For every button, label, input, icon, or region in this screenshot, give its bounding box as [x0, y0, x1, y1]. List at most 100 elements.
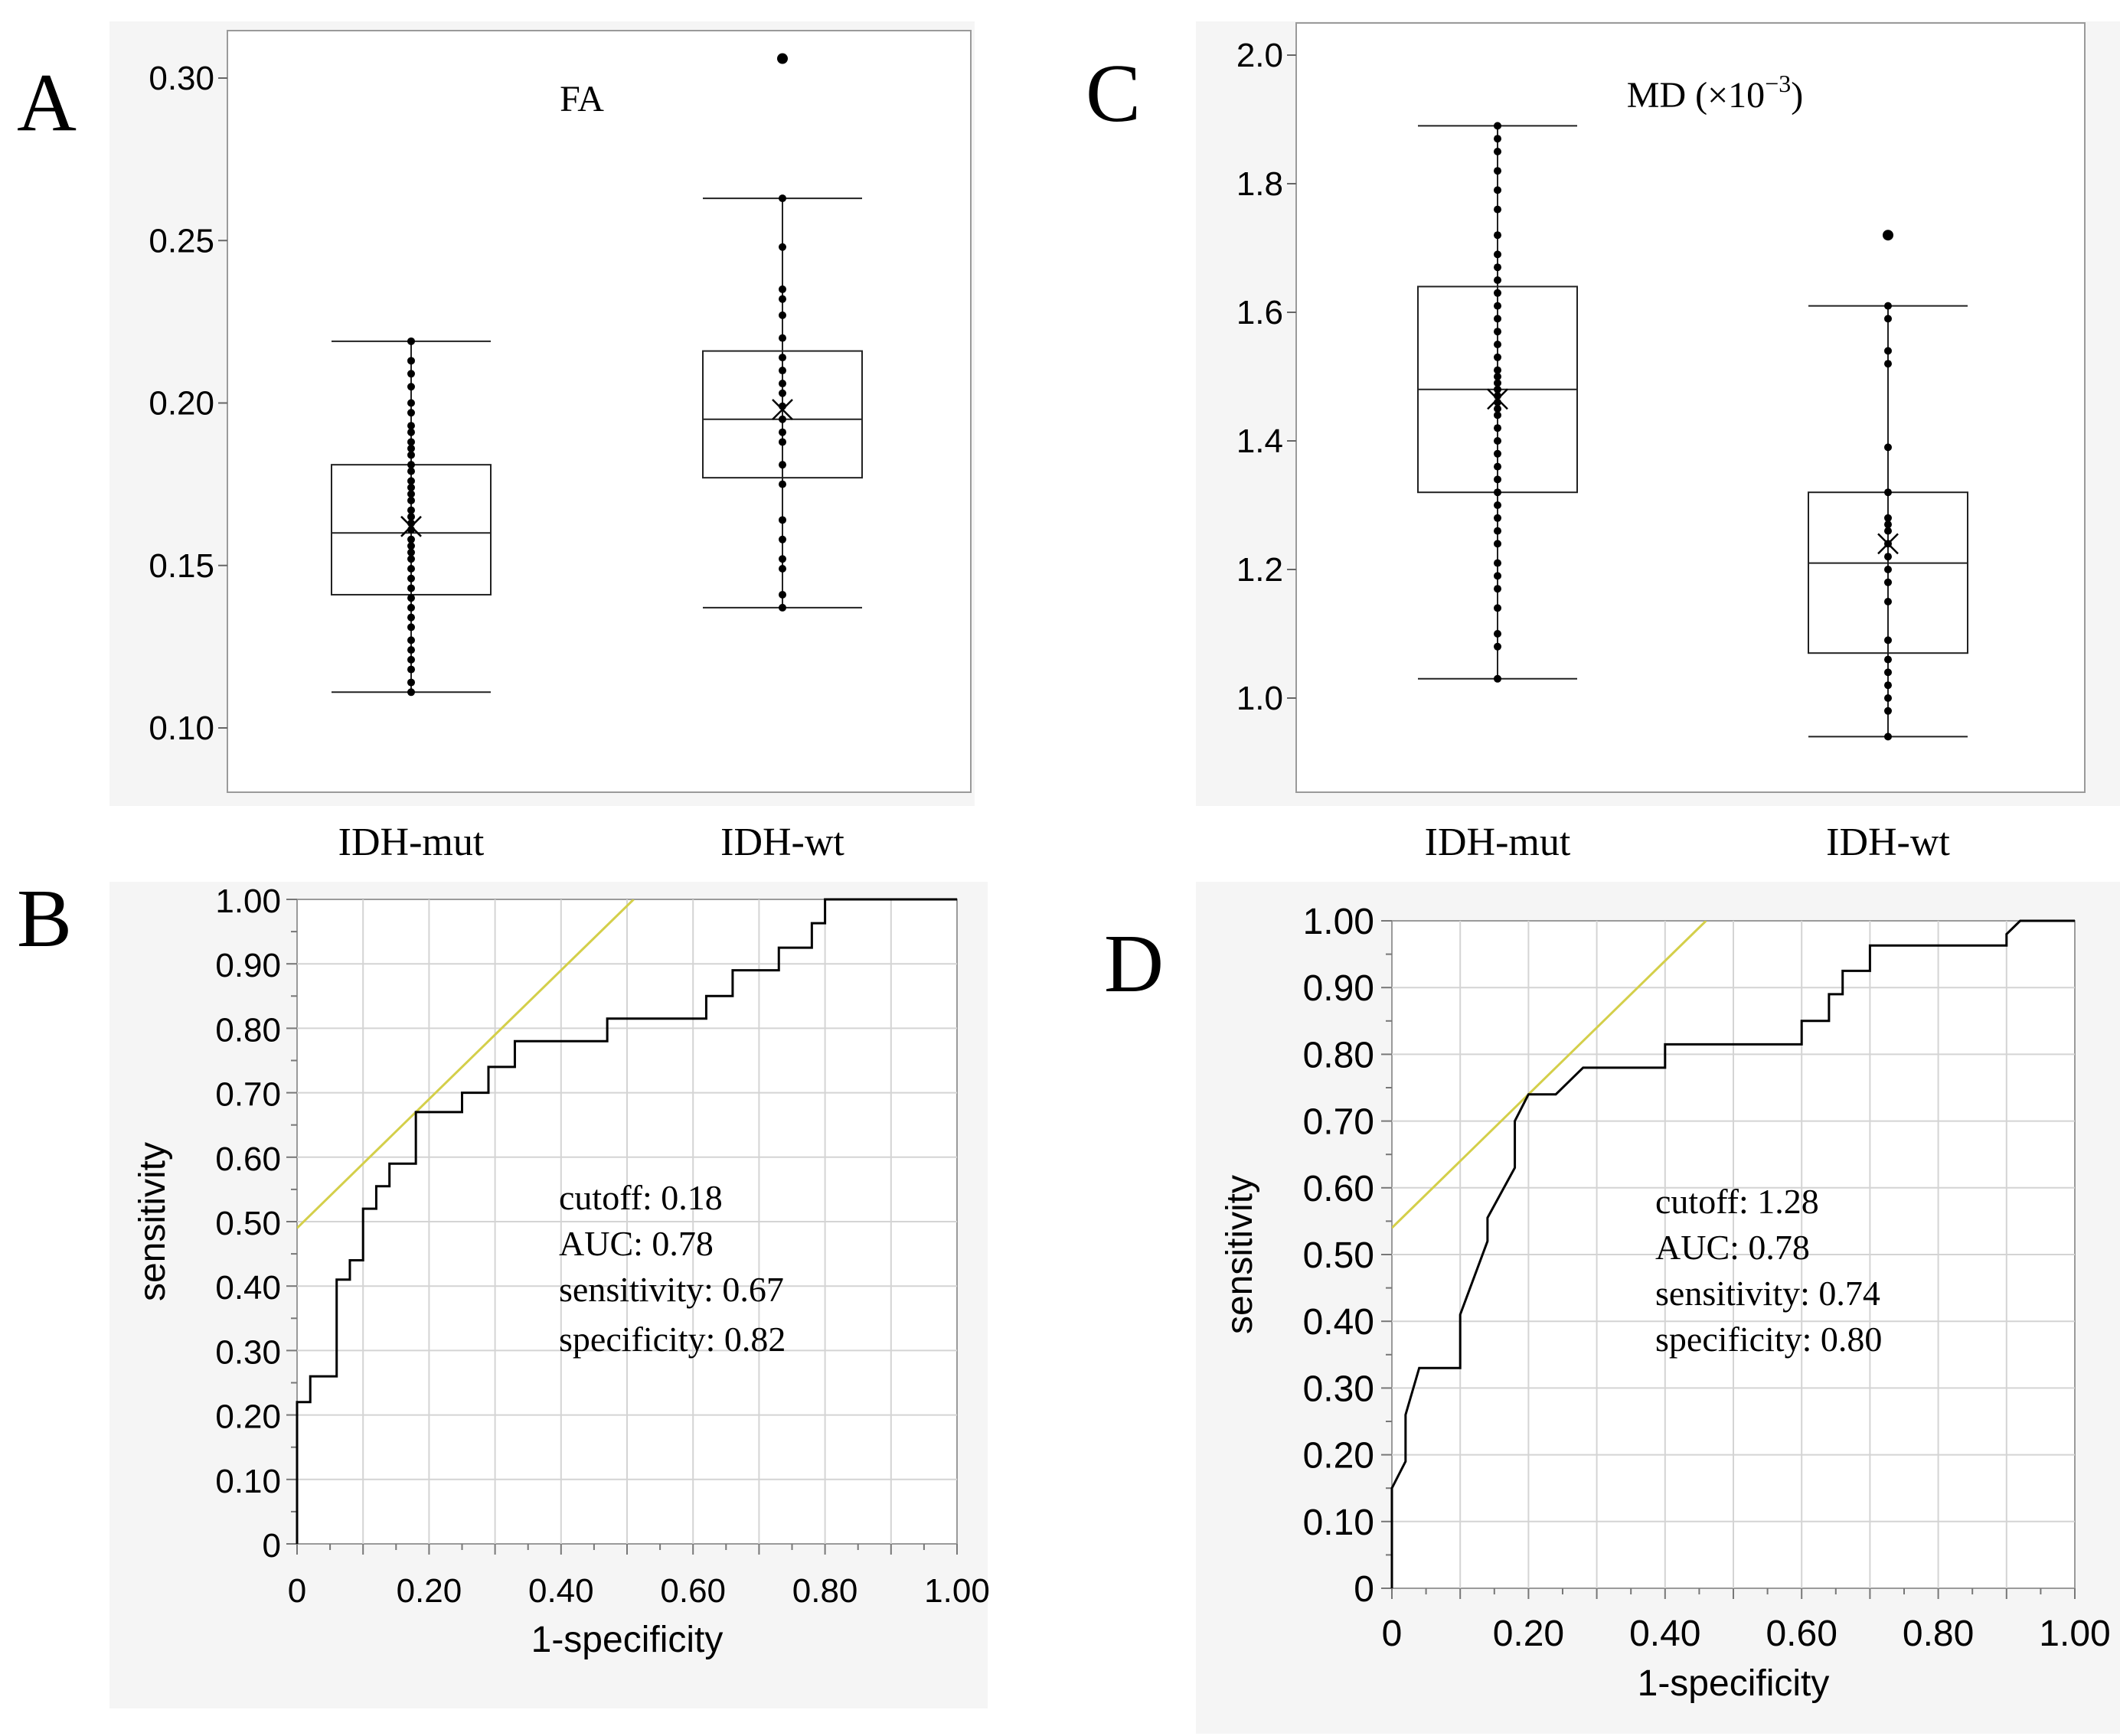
y-tick-label: 2.0: [1236, 37, 1283, 74]
fa-box-plot: 0.10 0.15 0.20 0.25 0.30 FA IDH-mut IDH-wt: [149, 30, 972, 864]
md-roc-curve: 0 0.10 0.20 0.30 0.40 0.50 0.60 0.70 0.80 0.90 1.0…: [1220, 902, 2111, 1704]
mean-marker: [772, 399, 793, 420]
data-point: [407, 623, 415, 631]
y-tick-label: 0.40: [215, 1269, 281, 1307]
data-point: [1884, 315, 1892, 323]
iqr-box: [702, 350, 863, 479]
data-point: [1494, 263, 1501, 272]
data-point: [1494, 353, 1501, 361]
data-point: [1494, 276, 1501, 284]
data-point: [407, 655, 415, 664]
data-point: [407, 438, 415, 446]
data-point: [779, 516, 786, 524]
panel-letter-c: C: [1086, 48, 1141, 139]
y-tick-label: 0.60: [1303, 1169, 1374, 1209]
y-tick-label: 0.40: [1303, 1302, 1374, 1343]
box-idh-mut: [1417, 122, 1578, 683]
data-point: [407, 542, 415, 550]
data-point: [407, 451, 415, 459]
data-point: [1494, 424, 1501, 432]
data-point: [779, 564, 786, 573]
y-tick-label: 0.20: [215, 1398, 281, 1436]
data-point: [1494, 135, 1501, 143]
data-point: [1494, 231, 1501, 240]
data-point: [407, 555, 415, 563]
data-point: [1494, 379, 1501, 387]
data-point: [407, 584, 415, 592]
roc-annotation: sensitivity: 0.67: [559, 1270, 784, 1309]
y-tick-label: 0.70: [1303, 1102, 1374, 1143]
data-point: [1494, 148, 1501, 155]
data-point: [407, 370, 415, 378]
data-point: [407, 383, 415, 391]
data-point: [1884, 553, 1892, 561]
x-tick-label: 0: [1382, 1614, 1403, 1654]
data-point: [407, 636, 415, 644]
data-point: [407, 477, 415, 485]
data-point: [1494, 501, 1501, 509]
data-point: [407, 574, 415, 582]
data-point: [1494, 385, 1501, 393]
data-point: [407, 513, 415, 521]
chart-title: FA: [560, 79, 604, 119]
y-tick-label: 0.90: [1303, 968, 1374, 1009]
data-point: [407, 409, 415, 417]
chart-title: MD (×10−3): [1627, 70, 1803, 116]
data-point: [1494, 462, 1501, 471]
box-idh-wt: [702, 53, 863, 612]
y-axis-title: sensitivity: [132, 1142, 173, 1301]
data-point: [1884, 514, 1892, 522]
category-label: IDH-wt: [720, 821, 844, 864]
y-tick-label: 0: [263, 1527, 281, 1565]
y-tick-label: 1.00: [215, 883, 281, 920]
y-tick-label: 0.15: [149, 547, 214, 585]
data-point: [1494, 488, 1501, 497]
roc-annotation: cutoff: 1.28: [1655, 1182, 1819, 1221]
data-point: [407, 613, 415, 622]
y-tick-label: 0.20: [149, 385, 214, 423]
data-point: [1884, 347, 1892, 355]
data-point: [407, 483, 415, 491]
data-point: [1494, 250, 1501, 259]
data-point: [1494, 674, 1501, 683]
x-tick-label: 0.80: [792, 1572, 858, 1610]
fa-roc-curve: 0 0.10 0.20 0.30 0.40 0.50 0.60 0.70 0.80 0.90 1.0…: [132, 883, 990, 1660]
mean-marker: [400, 515, 422, 537]
chart-title-main: MD (×10: [1627, 75, 1765, 116]
data-point: [1884, 733, 1892, 741]
data-point: [1494, 302, 1501, 310]
data-point: [779, 380, 786, 388]
data-point: [1494, 642, 1501, 651]
data-point: [1884, 566, 1892, 573]
data-point: [1494, 411, 1501, 419]
y-tick-label: 1.0: [1236, 680, 1283, 717]
y-tick-label: 0.10: [149, 710, 214, 747]
data-point: [407, 506, 415, 514]
data-point: [779, 334, 786, 342]
data-point: [1494, 604, 1501, 612]
mean-marker: [1487, 388, 1508, 410]
y-tick-label: 0.80: [215, 1011, 281, 1049]
data-point: [1494, 289, 1501, 297]
y-tick-label: 0.20: [1303, 1436, 1374, 1477]
panel-letter-b: B: [17, 873, 72, 964]
x-tick-label: 0.60: [660, 1572, 726, 1610]
x-tick-label: 1.00: [924, 1572, 990, 1610]
data-point: [1494, 328, 1501, 336]
y-tick-label: 0.30: [215, 1333, 281, 1371]
chart-title-exponent: −3: [1765, 70, 1791, 97]
y-tick-label: 0.50: [1303, 1235, 1374, 1276]
data-point: [407, 665, 415, 674]
data-point: [1884, 694, 1892, 702]
roc-annotation: AUC: 0.78: [559, 1224, 714, 1263]
plot-frame: [227, 30, 972, 793]
outlier-point: [777, 53, 788, 64]
data-point: [1884, 360, 1892, 368]
data-point: [779, 295, 786, 303]
roc-annotation: specificity: 0.82: [559, 1320, 786, 1359]
data-point: [1494, 186, 1501, 194]
x-tick-label: 0.40: [1629, 1614, 1700, 1654]
data-point: [779, 389, 786, 397]
roc-annotation: cutoff: 0.18: [559, 1178, 723, 1217]
